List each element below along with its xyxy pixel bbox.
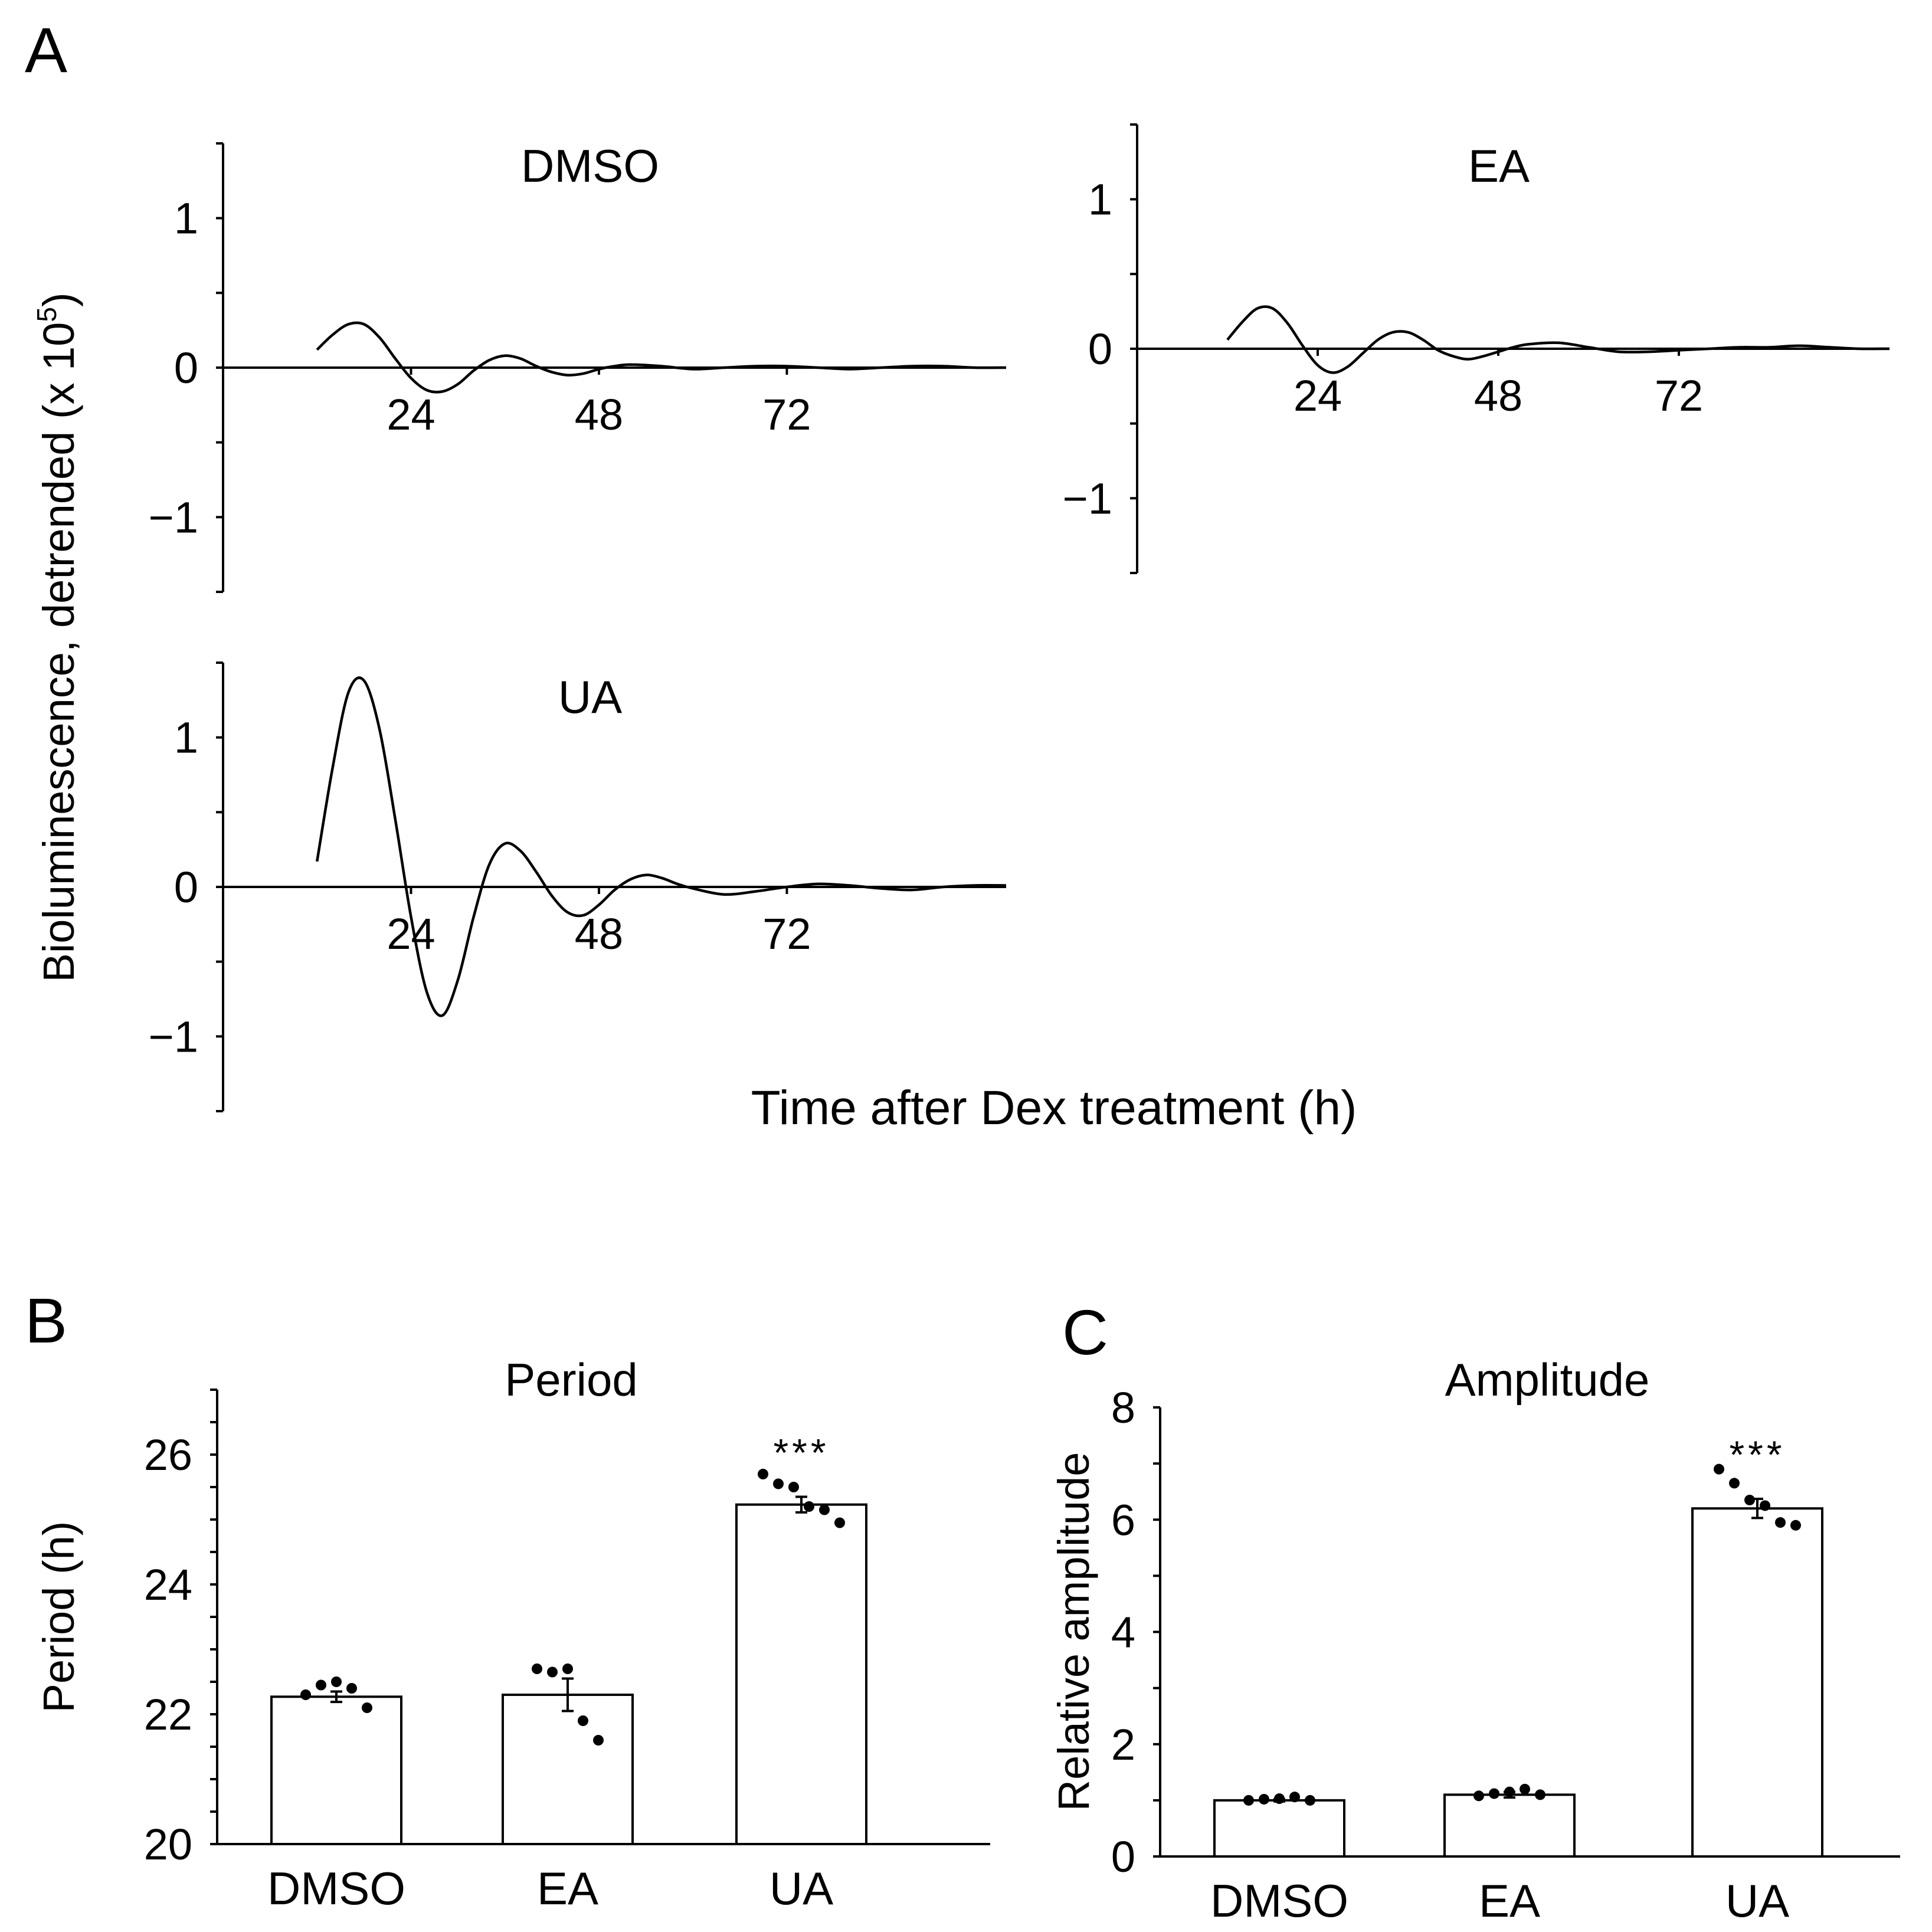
significance-ua: *** bbox=[773, 1431, 829, 1475]
panel-a-xlabel: Time after Dex treatment (h) bbox=[751, 1081, 1357, 1135]
trace-ua bbox=[315, 676, 1007, 1017]
x-tick-label-ea: 72 bbox=[1655, 371, 1703, 420]
data-point-dmso bbox=[362, 1702, 372, 1713]
y-tick-label-period: 26 bbox=[144, 1430, 192, 1479]
line-chart-ea: 1 0 −1 24 48 72 EA bbox=[1063, 123, 1890, 574]
y-tick-label-dmso: 0 bbox=[174, 343, 198, 392]
y-tick-label-ea: 1 bbox=[1088, 175, 1112, 224]
x-tick-label-dmso: 24 bbox=[387, 390, 435, 439]
data-point-ea bbox=[1535, 1789, 1545, 1800]
data-point-ea bbox=[1489, 1788, 1499, 1799]
data-point-ua bbox=[773, 1478, 784, 1489]
data-point-ua bbox=[1760, 1500, 1770, 1511]
panel-a-ylabel: Bioluminescence, detrended (x 105) bbox=[31, 292, 83, 982]
data-point-dmso bbox=[346, 1683, 357, 1694]
data-point-dmso bbox=[331, 1676, 342, 1687]
y-tick-label-ua: −1 bbox=[149, 1012, 198, 1061]
x-tick-label-ua: UA bbox=[1725, 1875, 1789, 1927]
y-tick-label-ea: −1 bbox=[1063, 474, 1112, 523]
trace-ea bbox=[1226, 305, 1890, 374]
chart-title-period: Period bbox=[505, 1354, 637, 1406]
y-tick-label-ua: 0 bbox=[174, 863, 198, 912]
x-tick-label-dmso: DMSO bbox=[1210, 1875, 1348, 1927]
data-point-ea bbox=[1520, 1783, 1530, 1795]
bar-dmso bbox=[1213, 1799, 1345, 1858]
data-point-dmso bbox=[1243, 1795, 1254, 1806]
data-point-ua bbox=[1775, 1517, 1786, 1528]
x-tick-label-ua: UA bbox=[769, 1862, 833, 1914]
y-axis-label-amplitude: Relative amplitude bbox=[1049, 1452, 1098, 1812]
x-tick-label-ua: 72 bbox=[762, 909, 811, 958]
bar-chart-amplitude: 0 2 4 6 8 Amplitude Relative amplitude DMSO EA UA… bbox=[1049, 1354, 1900, 1927]
bar-chart-period: 20 22 24 26 Period Period (h) DMSO EA UA *** bbox=[34, 1354, 990, 1914]
chart-title-ua: UA bbox=[558, 671, 622, 723]
data-point-dmso bbox=[1305, 1795, 1315, 1806]
y-tick-label-amplitude: 2 bbox=[1111, 1720, 1135, 1769]
data-point-ua bbox=[758, 1469, 768, 1479]
bar-ua bbox=[1691, 1507, 1823, 1858]
data-point-dmso bbox=[1274, 1793, 1285, 1805]
bar-ua bbox=[735, 1503, 867, 1845]
y-tick-label-amplitude: 8 bbox=[1111, 1383, 1135, 1432]
data-point-ua bbox=[788, 1482, 799, 1492]
data-point-ua bbox=[834, 1517, 845, 1528]
data-point-ea bbox=[578, 1715, 588, 1726]
y-tick-label-dmso: −1 bbox=[149, 493, 198, 542]
data-point-ua bbox=[1790, 1520, 1801, 1531]
x-tick-label-dmso: 48 bbox=[575, 390, 623, 439]
y-tick-label-amplitude: 4 bbox=[1111, 1608, 1135, 1657]
panel-label-a: A bbox=[25, 14, 67, 86]
data-point-ea bbox=[1504, 1786, 1515, 1797]
y-tick-label-ua: 1 bbox=[174, 713, 198, 762]
y-tick-label-period: 20 bbox=[144, 1820, 192, 1869]
x-tick-label-ua: 48 bbox=[575, 909, 623, 958]
data-point-dmso bbox=[300, 1689, 311, 1700]
x-tick-label-ea: 48 bbox=[1474, 371, 1522, 420]
panel-a-ylabel-close: ) bbox=[34, 292, 83, 307]
y-tick-label-dmso: 1 bbox=[174, 194, 198, 243]
chart-title-ea: EA bbox=[1468, 140, 1530, 192]
data-point-ua bbox=[1714, 1463, 1724, 1475]
chart-title-amplitude: Amplitude bbox=[1445, 1354, 1650, 1406]
data-point-ea bbox=[1473, 1790, 1484, 1802]
y-axis-label-period: Period (h) bbox=[34, 1521, 83, 1713]
y-tick-label-ea: 0 bbox=[1088, 325, 1112, 374]
data-point-dmso bbox=[1289, 1792, 1300, 1803]
y-tick-label-period: 24 bbox=[144, 1560, 192, 1609]
trace-dmso bbox=[316, 321, 1007, 394]
y-tick-label-amplitude: 0 bbox=[1111, 1832, 1135, 1881]
y-tick-label-amplitude: 6 bbox=[1111, 1495, 1135, 1544]
data-point-dmso bbox=[1259, 1793, 1269, 1805]
chart-title-dmso: DMSO bbox=[521, 140, 659, 192]
panel-label-c: C bbox=[1062, 1296, 1108, 1368]
data-point-ea bbox=[593, 1735, 604, 1746]
data-point-ea bbox=[547, 1666, 558, 1678]
bar-ea bbox=[502, 1694, 634, 1845]
data-point-ua bbox=[1729, 1478, 1740, 1489]
data-point-ea bbox=[532, 1664, 542, 1674]
bar-dmso bbox=[270, 1695, 402, 1846]
significance-ua: *** bbox=[1729, 1433, 1785, 1476]
data-point-ua bbox=[1744, 1494, 1755, 1505]
data-point-ua bbox=[819, 1504, 830, 1515]
x-tick-label-dmso: 72 bbox=[762, 390, 811, 439]
panel-label-b: B bbox=[25, 1285, 67, 1356]
panel-a-ylabel-exp: 5 bbox=[31, 307, 62, 322]
line-chart-dmso: 1 0 −1 24 48 72 DMSO bbox=[149, 140, 1007, 593]
bar-ea bbox=[1443, 1793, 1576, 1858]
data-point-ua bbox=[804, 1501, 814, 1512]
x-tick-label-dmso: DMSO bbox=[267, 1862, 405, 1914]
x-tick-label-ea: EA bbox=[1479, 1875, 1540, 1927]
data-point-ea bbox=[562, 1664, 573, 1674]
panel-a-ylabel-main: Bioluminescence, detrended (x 10 bbox=[34, 322, 83, 983]
x-tick-label-ea: 24 bbox=[1294, 371, 1342, 420]
data-point-dmso bbox=[316, 1679, 326, 1691]
y-tick-label-period: 22 bbox=[144, 1690, 192, 1739]
x-tick-label-ea: EA bbox=[537, 1862, 598, 1914]
